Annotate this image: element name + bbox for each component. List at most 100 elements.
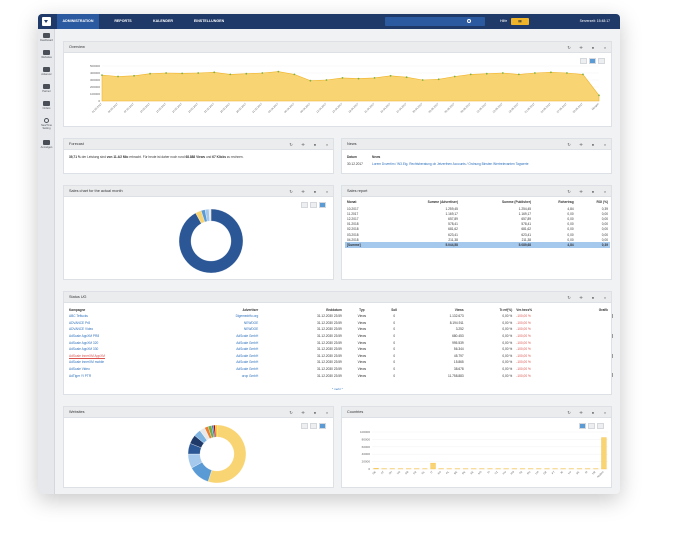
- data-point[interactable]: [373, 77, 376, 79]
- close-icon[interactable]: ×: [325, 141, 329, 147]
- campaign-link[interactable]: ADVANCE Video: [69, 327, 94, 332]
- data-point[interactable]: [517, 73, 520, 76]
- sidebar-item-adserver[interactable]: Adserver: [38, 66, 55, 80]
- data-point[interactable]: [133, 74, 135, 77]
- table-cell[interactable]: AdScale GmbH: [236, 347, 259, 352]
- data-point[interactable]: [309, 79, 312, 82]
- close-icon[interactable]: ×: [603, 141, 607, 147]
- column-header[interactable]: Ver.hecs%: [516, 307, 533, 312]
- move-icon[interactable]: ✛: [301, 141, 305, 147]
- data-point[interactable]: [341, 77, 344, 79]
- nav-administration[interactable]: ADMINISTRATION: [57, 14, 99, 29]
- table-cell[interactable]: AdScale GmbH: [236, 340, 259, 345]
- country-bar[interactable]: [430, 462, 436, 470]
- websites-slice[interactable]: [207, 424, 247, 484]
- settings-icon[interactable]: ●: [591, 141, 595, 147]
- chart-type-button[interactable]: [588, 423, 595, 429]
- move-icon[interactable]: ✛: [579, 44, 583, 50]
- settings-icon[interactable]: ●: [591, 409, 595, 415]
- data-point[interactable]: [277, 70, 280, 73]
- column-header[interactable]: Typ: [359, 307, 365, 312]
- data-point[interactable]: [229, 73, 232, 76]
- table-cell[interactable]: NEWDOE: [243, 327, 259, 332]
- country-bar[interactable]: [601, 437, 607, 470]
- column-header[interactable]: Grafik: [598, 307, 608, 312]
- move-icon[interactable]: ✛: [301, 409, 305, 415]
- sidebar-item-orders[interactable]: Orders: [38, 100, 55, 114]
- data-point[interactable]: [405, 76, 408, 79]
- data-point[interactable]: [181, 72, 184, 75]
- data-point[interactable]: [101, 74, 103, 76]
- sidebar-item-newtime[interactable]: NewTime Setting: [38, 117, 55, 137]
- sidebar-item-websites[interactable]: Websites: [38, 49, 55, 63]
- sidebar-item-partner[interactable]: Partner: [38, 83, 55, 97]
- campaign-link[interactable]: AdScale AppXM 320: [69, 340, 99, 345]
- chart-type-button[interactable]: [580, 58, 587, 64]
- column-header[interactable]: Monat: [347, 200, 357, 204]
- data-point[interactable]: [421, 79, 424, 81]
- refresh-icon[interactable]: ↻: [289, 188, 293, 194]
- data-point[interactable]: [453, 75, 456, 78]
- table-cell[interactable]: AdScale GmbH: [236, 367, 259, 372]
- move-icon[interactable]: ✛: [301, 188, 305, 194]
- settings-icon[interactable]: ●: [591, 294, 595, 300]
- column-header[interactable]: Advertiser: [242, 307, 259, 312]
- country-bar[interactable]: [373, 468, 379, 470]
- data-point[interactable]: [550, 71, 552, 74]
- settings-icon[interactable]: ●: [591, 44, 595, 50]
- menu-toggle-icon[interactable]: [42, 17, 51, 26]
- refresh-icon[interactable]: ↻: [567, 188, 571, 194]
- close-icon[interactable]: ×: [603, 44, 607, 50]
- chart-type-button[interactable]: [310, 423, 317, 429]
- data-point[interactable]: [501, 72, 504, 74]
- search-icon[interactable]: [467, 19, 471, 23]
- column-header[interactable]: Enddatum: [326, 307, 342, 312]
- settings-icon[interactable]: ●: [313, 409, 317, 415]
- data-point[interactable]: [213, 71, 216, 74]
- table-cell[interactable]: AdScale GmbH: [236, 360, 259, 365]
- nav-einstellungen[interactable]: EINSTELLUNGEN: [193, 19, 225, 23]
- chart-type-button[interactable]: [301, 423, 308, 429]
- data-point[interactable]: [469, 73, 472, 76]
- table-cell[interactable]: NEWDOE: [243, 320, 259, 325]
- data-point[interactable]: [389, 74, 392, 77]
- settings-icon[interactable]: ●: [313, 141, 317, 147]
- sales-slice[interactable]: [178, 208, 244, 274]
- data-point[interactable]: [261, 72, 264, 74]
- campaign-link[interactable]: ABC Teflucks: [69, 314, 88, 319]
- campaign-link[interactable]: AdScale AppXM PR8: [69, 334, 100, 339]
- table-cell[interactable]: AdScale GmbH: [236, 353, 259, 358]
- chart-type-button[interactable]: [597, 423, 604, 429]
- close-icon[interactable]: ×: [325, 188, 329, 194]
- table-cell[interactable]: orop GmbH: [241, 373, 259, 378]
- column-header[interactable]: Summe (Publisher): [502, 200, 532, 204]
- campaign-link[interactable]: AdScale Video: [69, 367, 90, 372]
- data-point[interactable]: [533, 72, 536, 74]
- nav-kalender[interactable]: KALENDER: [153, 19, 173, 23]
- column-header[interactable]: Kampagne: [69, 307, 86, 312]
- campaign-link[interactable]: AdScale AppXM 330: [69, 347, 99, 352]
- data-point[interactable]: [566, 72, 568, 74]
- websites-slice[interactable]: [215, 424, 218, 438]
- column-header[interactable]: Tr.erf(%): [499, 307, 513, 312]
- data-point[interactable]: [325, 79, 328, 81]
- move-icon[interactable]: ✛: [579, 188, 583, 194]
- data-point[interactable]: [117, 75, 119, 78]
- move-icon[interactable]: ✛: [579, 294, 583, 300]
- data-point[interactable]: [197, 72, 200, 74]
- close-icon[interactable]: ×: [603, 188, 607, 194]
- table-cell[interactable]: AdScale GmbH: [236, 334, 259, 339]
- data-point[interactable]: [437, 78, 440, 81]
- close-icon[interactable]: ×: [603, 409, 607, 415]
- close-icon[interactable]: ×: [603, 294, 607, 300]
- chart-type-button-active[interactable]: [579, 423, 586, 429]
- column-header[interactable]: Rohertrag: [558, 200, 574, 204]
- more-link[interactable]: * mehr *: [332, 387, 343, 391]
- data-point[interactable]: [165, 72, 168, 74]
- chart-type-button[interactable]: [301, 202, 308, 208]
- column-header[interactable]: Summe (Advertiser): [427, 200, 458, 204]
- column-header[interactable]: Views: [454, 307, 464, 312]
- sidebar-item-dashboard[interactable]: Dashboard: [38, 32, 55, 46]
- move-icon[interactable]: ✛: [579, 141, 583, 147]
- help-badge[interactable]: ▮▮: [511, 18, 529, 25]
